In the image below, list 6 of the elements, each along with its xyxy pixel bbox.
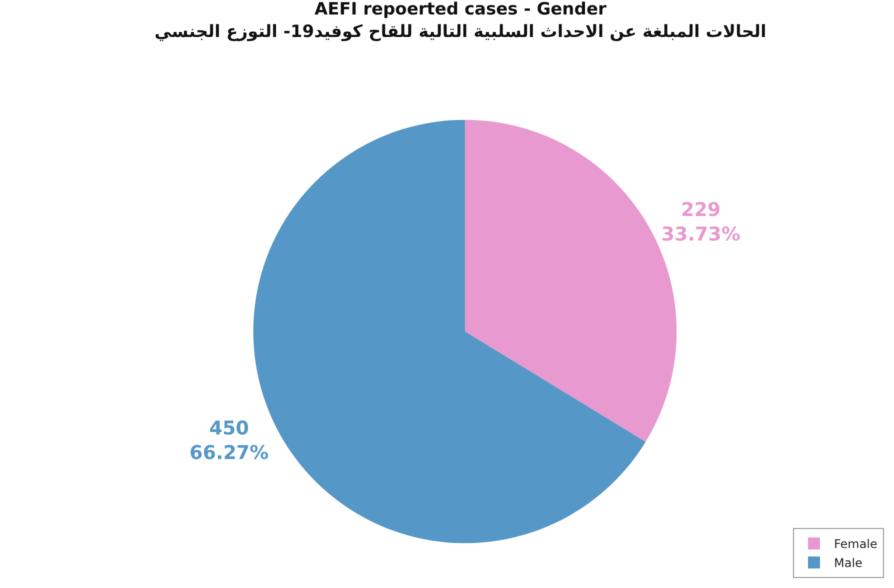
data-label: 229 33.73%	[661, 198, 740, 246]
chart-title: AEFI repoerted cases - Gender	[314, 0, 607, 20]
legend-label: Male	[834, 556, 862, 570]
data-label: 450 66.27%	[190, 417, 269, 464]
chart-subtitle: الحالات المبلغة عن الاحداث السلبية التالية للقاح كوفيد19- التوزع الجنسي	[154, 22, 766, 42]
legend-label: Female	[834, 537, 878, 552]
